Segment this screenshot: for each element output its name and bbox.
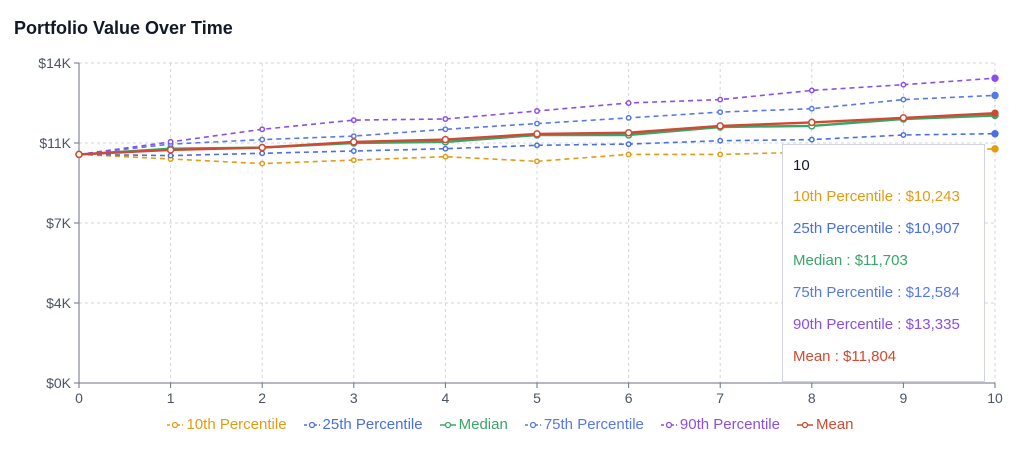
y-tick-label: $14K bbox=[38, 55, 71, 71]
data-point-10th-percentile bbox=[625, 151, 632, 158]
data-point-25th-percentile bbox=[991, 129, 999, 138]
data-point-75th-percentile bbox=[350, 133, 357, 140]
legend-label: 10th Percentile bbox=[186, 416, 287, 433]
legend-label: 25th Percentile bbox=[322, 416, 423, 433]
data-point-10th-percentile bbox=[991, 145, 999, 153]
data-point-75th-percentile bbox=[534, 120, 540, 127]
data-point-90th-percentile bbox=[259, 126, 266, 133]
tooltip-row: Mean : $11,804 bbox=[793, 348, 897, 365]
legend-item-75th-percentile[interactable]: 75th Percentile bbox=[524, 416, 644, 433]
legend-label: Mean bbox=[815, 416, 854, 433]
data-point-75th-percentile bbox=[442, 126, 449, 133]
data-point-mean bbox=[624, 128, 633, 137]
tooltip-row: 75th Percentile : $12,584 bbox=[793, 284, 960, 301]
data-point-mean bbox=[441, 135, 450, 144]
x-tick-label: 0 bbox=[75, 390, 83, 406]
data-point-25th-percentile bbox=[808, 136, 815, 143]
data-point-75th-percentile bbox=[259, 136, 266, 143]
legend-swatch-icon bbox=[167, 421, 184, 428]
data-point-mean bbox=[899, 114, 908, 122]
data-point-10th-percentile bbox=[717, 151, 724, 158]
x-tick-label: 6 bbox=[625, 390, 633, 406]
legend-swatch-icon bbox=[303, 421, 320, 428]
legend-item-10th-percentile[interactable]: 10th Percentile bbox=[166, 416, 287, 433]
legend-label: 90th Percentile bbox=[679, 416, 780, 433]
data-point-90th-percentile bbox=[808, 87, 815, 94]
data-point-90th-percentile bbox=[442, 116, 449, 122]
chart-ticks: $0K $4K $7K $11K $14K 0 1 2 3 4 5 6 7 8 9 10 bbox=[38, 55, 1003, 406]
data-point-75th-percentile bbox=[717, 109, 724, 116]
data-point-90th-percentile bbox=[167, 138, 174, 145]
x-tick-label: 5 bbox=[533, 390, 541, 406]
chart-tooltip: 10 10th Percentile : $10,243 25th Percent… bbox=[782, 144, 985, 382]
data-point-10th-percentile bbox=[534, 158, 540, 165]
data-point-25th-percentile bbox=[350, 148, 357, 154]
tooltip-row: 90th Percentile : $13,335 bbox=[793, 316, 960, 333]
data-point-mean bbox=[350, 138, 358, 146]
y-tick-label: $11K bbox=[39, 135, 71, 151]
chart-legend: 10th Percentile 25th Percentile Median 75th… bbox=[0, 416, 1020, 433]
data-point-mean bbox=[808, 118, 816, 127]
tooltip-row: 10th Percentile : $10,243 bbox=[793, 188, 960, 205]
x-tick-label: 8 bbox=[808, 390, 816, 406]
data-point-25th-percentile bbox=[259, 150, 266, 157]
x-tick-label: 3 bbox=[350, 390, 358, 406]
data-point-mean bbox=[75, 150, 83, 159]
y-tick-label: $4K bbox=[46, 295, 72, 311]
legend-label: 75th Percentile bbox=[543, 416, 644, 433]
data-point-10th-percentile bbox=[259, 160, 266, 167]
legend-swatch-icon bbox=[439, 421, 456, 428]
y-tick-label: $7K bbox=[46, 215, 72, 231]
legend-item-90th-percentile[interactable]: 90th Percentile bbox=[660, 416, 780, 433]
data-point-90th-percentile bbox=[534, 108, 540, 114]
data-point-25th-percentile bbox=[625, 141, 632, 148]
legend-swatch-icon bbox=[660, 421, 677, 428]
chart-axes bbox=[74, 62, 996, 388]
x-tick-label: 10 bbox=[987, 390, 1003, 406]
data-point-mean bbox=[716, 122, 724, 130]
data-point-75th-percentile bbox=[991, 91, 999, 100]
data-point-90th-percentile bbox=[991, 74, 999, 82]
data-point-90th-percentile bbox=[350, 117, 357, 124]
tooltip-label: 10 bbox=[793, 157, 810, 174]
x-tick-label: 7 bbox=[716, 390, 724, 406]
data-point-mean bbox=[258, 143, 266, 152]
tooltip-row: Median : $11,703 bbox=[793, 252, 908, 269]
x-tick-label: 4 bbox=[442, 390, 450, 406]
x-tick-label: 9 bbox=[900, 390, 908, 406]
legend-item-median[interactable]: Median bbox=[439, 416, 508, 433]
legend-swatch-icon bbox=[796, 421, 813, 428]
data-point-90th-percentile bbox=[625, 100, 632, 106]
data-point-90th-percentile bbox=[900, 81, 907, 88]
tooltip-rows: 10th Percentile : $10,243 25th Percentile… bbox=[793, 187, 974, 379]
data-point-mean bbox=[533, 130, 541, 138]
chart-title: Portfolio Value Over Time bbox=[14, 18, 233, 38]
data-point-25th-percentile bbox=[167, 152, 174, 159]
legend-swatch-icon bbox=[524, 421, 541, 428]
legend-item-mean[interactable]: Mean bbox=[796, 416, 854, 433]
data-point-90th-percentile bbox=[717, 96, 724, 103]
data-point-25th-percentile bbox=[900, 132, 907, 138]
data-point-10th-percentile bbox=[350, 157, 357, 164]
data-point-75th-percentile bbox=[900, 96, 907, 103]
data-point-25th-percentile bbox=[442, 145, 449, 152]
data-point-75th-percentile bbox=[808, 105, 815, 112]
data-point-10th-percentile bbox=[442, 153, 449, 160]
chart-series bbox=[75, 74, 999, 167]
legend-item-25th-percentile[interactable]: 25th Percentile bbox=[303, 416, 423, 433]
tooltip-row: 25th Percentile : $10,907 bbox=[793, 220, 960, 237]
x-tick-label: 2 bbox=[258, 390, 266, 406]
data-point-mean bbox=[991, 109, 999, 117]
data-point-25th-percentile bbox=[717, 137, 724, 144]
data-point-mean bbox=[166, 146, 175, 154]
legend-label: Median bbox=[458, 416, 508, 433]
x-tick-label: 1 bbox=[167, 390, 175, 406]
data-point-25th-percentile bbox=[534, 142, 540, 149]
data-point-75th-percentile bbox=[625, 114, 632, 121]
y-tick-label: $0K bbox=[46, 375, 72, 391]
